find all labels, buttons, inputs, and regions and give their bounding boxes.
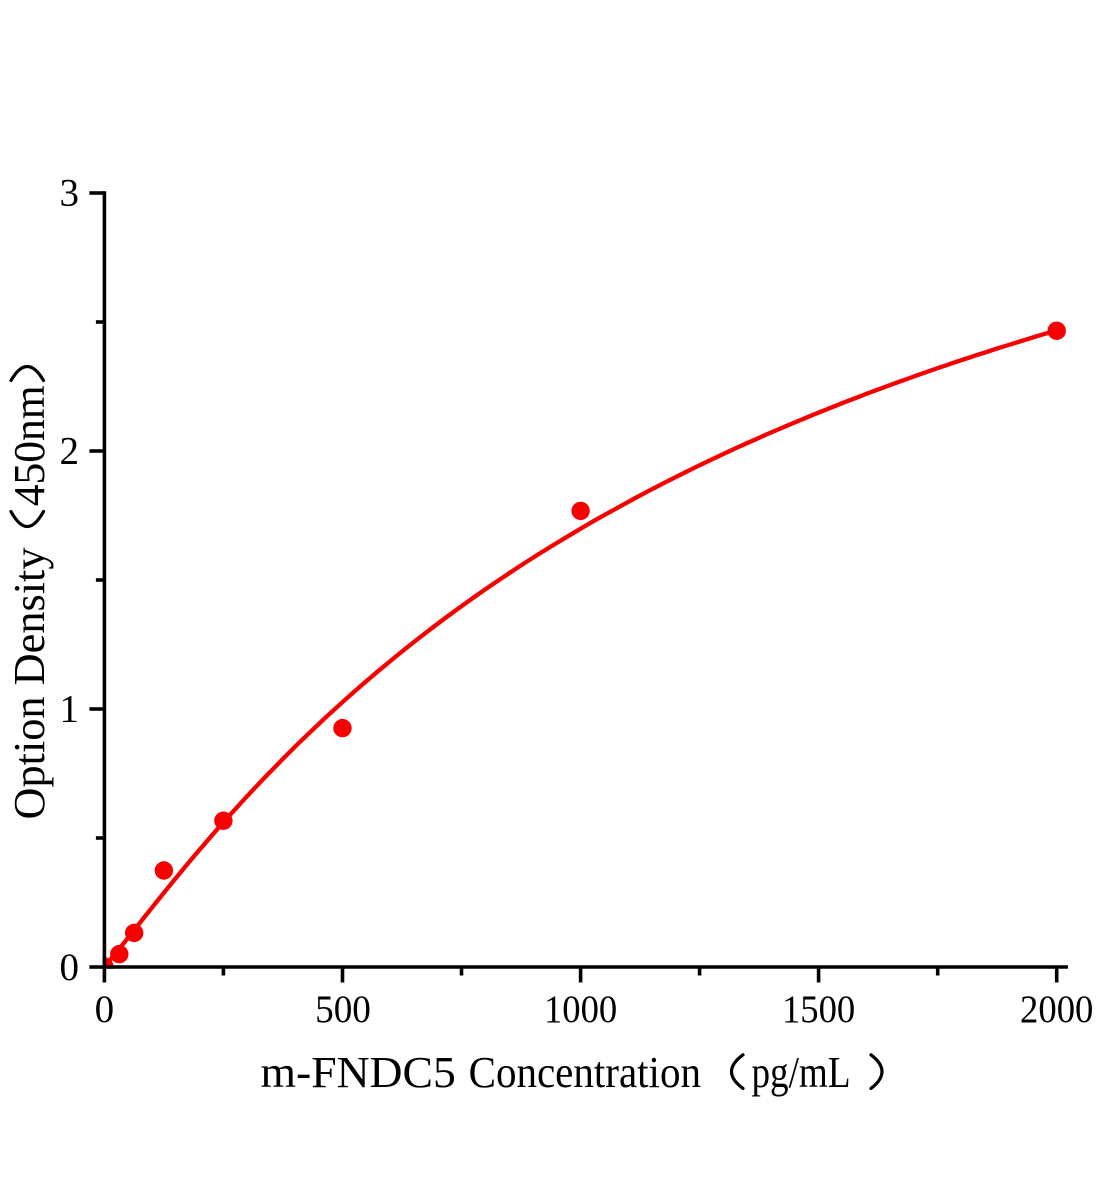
svg-text:m-FNDC5: m-FNDC5 [261,1047,456,1097]
svg-text:1500: 1500 [782,988,855,1031]
svg-text:0: 0 [95,988,115,1031]
svg-text:3: 3 [60,172,80,215]
svg-text:2: 2 [60,430,80,473]
svg-text:500: 500 [315,988,371,1031]
svg-text:0: 0 [60,946,80,989]
svg-text:pg/mL: pg/mL [752,1047,851,1097]
svg-text:450nm: 450nm [4,385,54,506]
svg-text:1000: 1000 [544,988,617,1031]
svg-text:Concentration: Concentration [469,1047,701,1097]
svg-text:Option Density: Option Density [4,547,54,820]
svg-text:2000: 2000 [1020,988,1093,1031]
svg-text:1: 1 [60,688,80,731]
